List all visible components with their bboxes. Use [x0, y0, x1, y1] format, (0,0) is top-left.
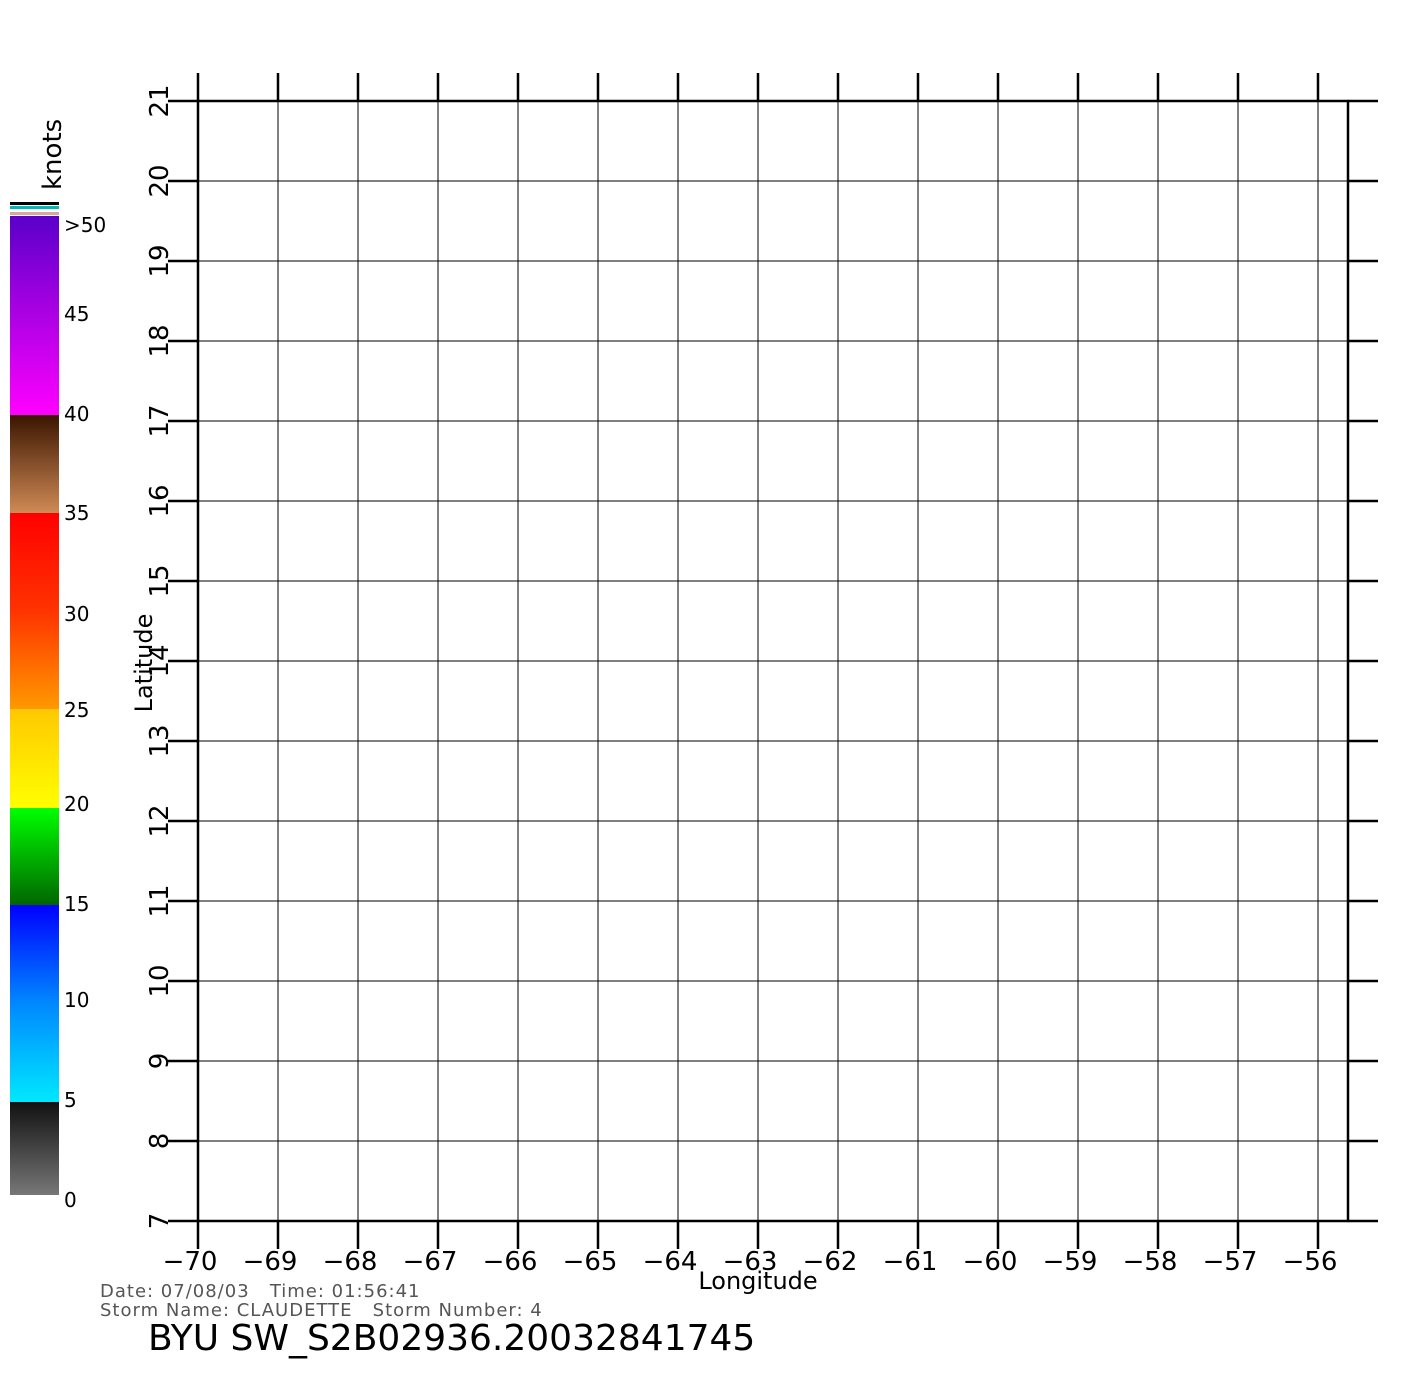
wind-speed-colorbar: knots >50 45 40 35 30 25 20 15 10 5 0: [10, 119, 106, 1212]
latitude-tick-label: 9: [145, 1053, 175, 1070]
latitude-tick-label: 13: [145, 724, 175, 757]
longitude-tick-labels: −70 −69 −68 −67 −66 −65 −64 −63 −62 −61 −60 −59 −58−…: [163, 1247, 1338, 1277]
latitude-tick-label: 19: [145, 244, 175, 277]
colorbar-label: 35: [64, 501, 89, 525]
colorbar-band-20-25: [10, 709, 59, 808]
file-name-caption: BYU SW_S2B02936.20032841745: [148, 1318, 756, 1359]
colorbar-label: 5: [64, 1088, 77, 1112]
colorbar-label: 0: [64, 1188, 77, 1212]
colorbar-title: knots: [38, 119, 68, 190]
latitude-tick-label: 15: [145, 564, 175, 597]
latitude-tick-label: 18: [145, 324, 175, 357]
map-grid: [168, 73, 1378, 1249]
colorbar-top-tan: [10, 212, 59, 215]
longitude-tick-label: −60: [963, 1247, 1018, 1277]
latitude-tick-labels: 7 8 9 10 11 12 13 14 15 16 17 18 19 20 21: [145, 84, 175, 1229]
longitude-tick-label: −61: [883, 1247, 938, 1277]
longitude-tick-label: −67: [403, 1247, 458, 1277]
longitude-tick-label: −62: [803, 1247, 858, 1277]
colorbar-band-0-5: [10, 1102, 59, 1195]
longitude-tick-label: −69: [243, 1247, 298, 1277]
map-frame: [196, 99, 1350, 1223]
colorbar-band-15-20: [10, 808, 59, 905]
longitude-tick-label: −56: [1283, 1247, 1338, 1277]
longitude-tick-label: −58: [1123, 1247, 1178, 1277]
latitude-tick-label: 11: [145, 884, 175, 917]
latitude-tick-label: 12: [145, 804, 175, 837]
longitude-axis-label: Longitude: [698, 1267, 817, 1295]
colorbar-band-35-40: [10, 415, 59, 513]
latitude-axis-label: Latitude: [130, 614, 158, 713]
storm-caption: Storm Name: CLAUDETTE Storm Number: 4: [100, 1300, 543, 1321]
colorbar-band-40-50: [10, 216, 59, 415]
longitude-tick-label: −66: [483, 1247, 538, 1277]
longitude-tick-label: −63: [723, 1247, 778, 1277]
colorbar-top-teal: [10, 206, 59, 209]
colorbar-labels: >50 45 40 35 30 25 20 15 10 5 0: [64, 213, 106, 1212]
longitude-tick-label: −64: [643, 1247, 698, 1277]
colorbar-label: >50: [64, 213, 106, 237]
latitude-tick-label: 10: [145, 964, 175, 997]
longitude-tick-label: −70: [163, 1247, 218, 1277]
latitude-tick-label: 8: [145, 1133, 175, 1150]
longitude-tick-label: −59: [1043, 1247, 1098, 1277]
longitude-tick-label: −57: [1203, 1247, 1258, 1277]
colorbar-band-5-15: [10, 905, 59, 1102]
colorbar-label: 25: [64, 698, 89, 722]
colorbar-band-25-35: [10, 513, 59, 709]
date-time-caption: Date: 07/08/03 Time: 01:56:41: [100, 1281, 421, 1302]
colorbar-label: 40: [64, 402, 89, 426]
colorbar-label: 45: [64, 302, 89, 326]
colorbar-top-black: [10, 202, 59, 205]
latitude-tick-label: 20: [145, 164, 175, 197]
longitude-tick-label: −65: [563, 1247, 618, 1277]
latitude-tick-label: 17: [145, 404, 175, 437]
latitude-tick-label: 21: [145, 84, 175, 117]
colorbar-label: 15: [64, 892, 89, 916]
colorbar-label: 30: [64, 602, 89, 626]
colorbar-label: 20: [64, 792, 89, 816]
longitude-tick-label: −68: [323, 1247, 378, 1277]
latitude-tick-label: 16: [145, 484, 175, 517]
colorbar-label: 10: [64, 988, 89, 1012]
latitude-tick-label: 7: [145, 1213, 175, 1230]
latitude-tick-label: 14: [145, 644, 175, 677]
